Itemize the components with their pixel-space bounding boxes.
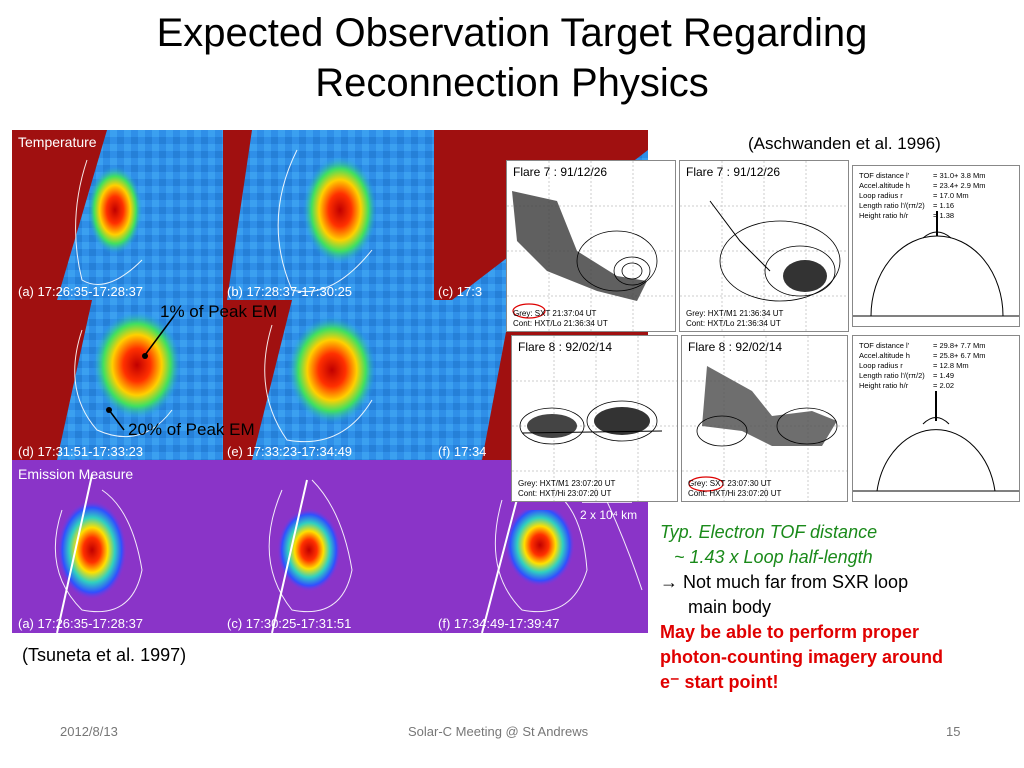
tof-diagram-1: TOF distance l' Accel.altitude h Loop radi… [852, 165, 1020, 327]
title-line-1: Expected Observation Target Regarding [156, 11, 868, 55]
f8a-cap2: Cont: HXT/Hi 23:07:20 UT [518, 489, 612, 498]
flare7-title-a: Flare 7 : 91/12/26 [513, 165, 608, 179]
panel-e-label: (e) 17:33:23-17:34:49 [227, 444, 353, 459]
f7a-cap1: Grey: SXT 21:37:04 UT [513, 309, 597, 318]
panel-b-label: (b) 17:28:37-17:30:25 [227, 284, 353, 299]
em-f-label: (f) 17:34:49-17:39:47 [438, 616, 560, 631]
footer-page: 15 [946, 724, 961, 739]
annotation-1pct: 1% of Peak EM [160, 302, 278, 321]
scale-label: 2 x 10⁴ km [580, 508, 638, 522]
em-label: Emission Measure [18, 466, 134, 482]
loop-diagram-1 [853, 211, 1019, 317]
tof2-values: = 29.8+ 7.7 Mm = 25.8+ 6.7 Mm = 12.8 Mm = 1… [933, 341, 986, 390]
footer-date: 2012/8/13 [60, 724, 118, 739]
f8a-cap1: Grey: HXT/M1 23:07:20 UT [518, 479, 616, 488]
footer-center: Solar-C Meeting @ St Andrews [408, 724, 589, 739]
tof2-labels: TOF distance l' Accel.altitude h Loop radi… [859, 341, 925, 390]
ref-aschwanden: (Aschwanden et al. 1996) [748, 134, 941, 153]
flare8-title-a: Flare 8 : 92/02/14 [518, 340, 613, 354]
tof1-labels: TOF distance l' Accel.altitude h Loop radi… [859, 171, 925, 220]
f8b-cap1: Grey: SXT 23:07:30 UT [688, 479, 772, 488]
panel-d-label: (d) 17:31:51-17:33:23 [18, 444, 144, 459]
tof-diagram-2: TOF distance l' Accel.altitude h Loop radi… [852, 335, 1020, 502]
panel-f-mid-label: (f) 17:34 [438, 444, 487, 459]
note-line2: ~ 1.43 x Loop half-length [674, 547, 873, 567]
tof1-values: = 31.0+ 3.8 Mm = 23.4+ 2.9 Mm = 17.0 Mm = 1… [933, 171, 986, 220]
flare8-title-b: Flare 8 : 92/02/14 [688, 340, 783, 354]
flare8-hxt-panel: Flare 8 : 92/02/14 Grey: HXT/M1 23:07:20… [511, 335, 678, 502]
em-c-label: (c) 17:30:25-17:31:51 [227, 616, 352, 631]
flare7-title-b: Flare 7 : 91/12/26 [686, 165, 781, 179]
f8b-cap2: Cont: HXT/Hi 23:07:20 UT [688, 489, 782, 498]
note-line1: Typ. Electron TOF distance [660, 522, 878, 542]
flare8-sxt-panel: Flare 8 : 92/02/14 Grey: SXT 23:07:30 UT… [681, 335, 848, 502]
notes: Typ. Electron TOF distance ~ 1.43 x Loop… [660, 520, 1020, 695]
loop-diagram-2 [853, 391, 1019, 492]
slide-title: Expected Observation Target Regarding Re… [0, 8, 1024, 108]
f7b-cap1: Grey: HXT/M1 21:36:34 UT [686, 309, 784, 318]
flare7-hxt-image [680, 161, 848, 331]
panel-a-label: (a) 17:26:35-17:28:37 [18, 284, 144, 299]
flare7-hxt-panel: Flare 7 : 91/12/26 Grey: HXT/M1 21:36:34… [679, 160, 849, 332]
note-line4: main body [688, 597, 772, 617]
flare7-sxt-image [507, 161, 675, 331]
note-red2: photon-counting imagery around [660, 647, 943, 667]
note-red1: May be able to perform proper [660, 622, 920, 642]
panel-c-top-label: (c) 17:3 [438, 284, 483, 299]
note-red3: e⁻ start point! [660, 672, 779, 692]
annotation-20pct: 20% of Peak EM [128, 420, 255, 439]
flare8-hxt-image [512, 336, 677, 501]
ref-tsuneta: (Tsuneta et al. 1997) [22, 645, 187, 665]
temperature-label: Temperature [18, 134, 97, 150]
note-line3: → Not much far from SXR loop [660, 572, 909, 592]
flare8-sxt-image [682, 336, 847, 501]
f7a-cap2: Cont: HXT/Lo 21:36:34 UT [513, 319, 608, 328]
f7b-cap2: Cont: HXT/Lo 21:36:34 UT [686, 319, 781, 328]
title-line-2: Reconnection Physics [315, 61, 709, 105]
flare7-sxt-panel: Flare 7 : 91/12/26 Grey: SXT 21:37:04 UT… [506, 160, 676, 332]
em-a-label: (a) 17:26:35-17:28:37 [18, 616, 144, 631]
